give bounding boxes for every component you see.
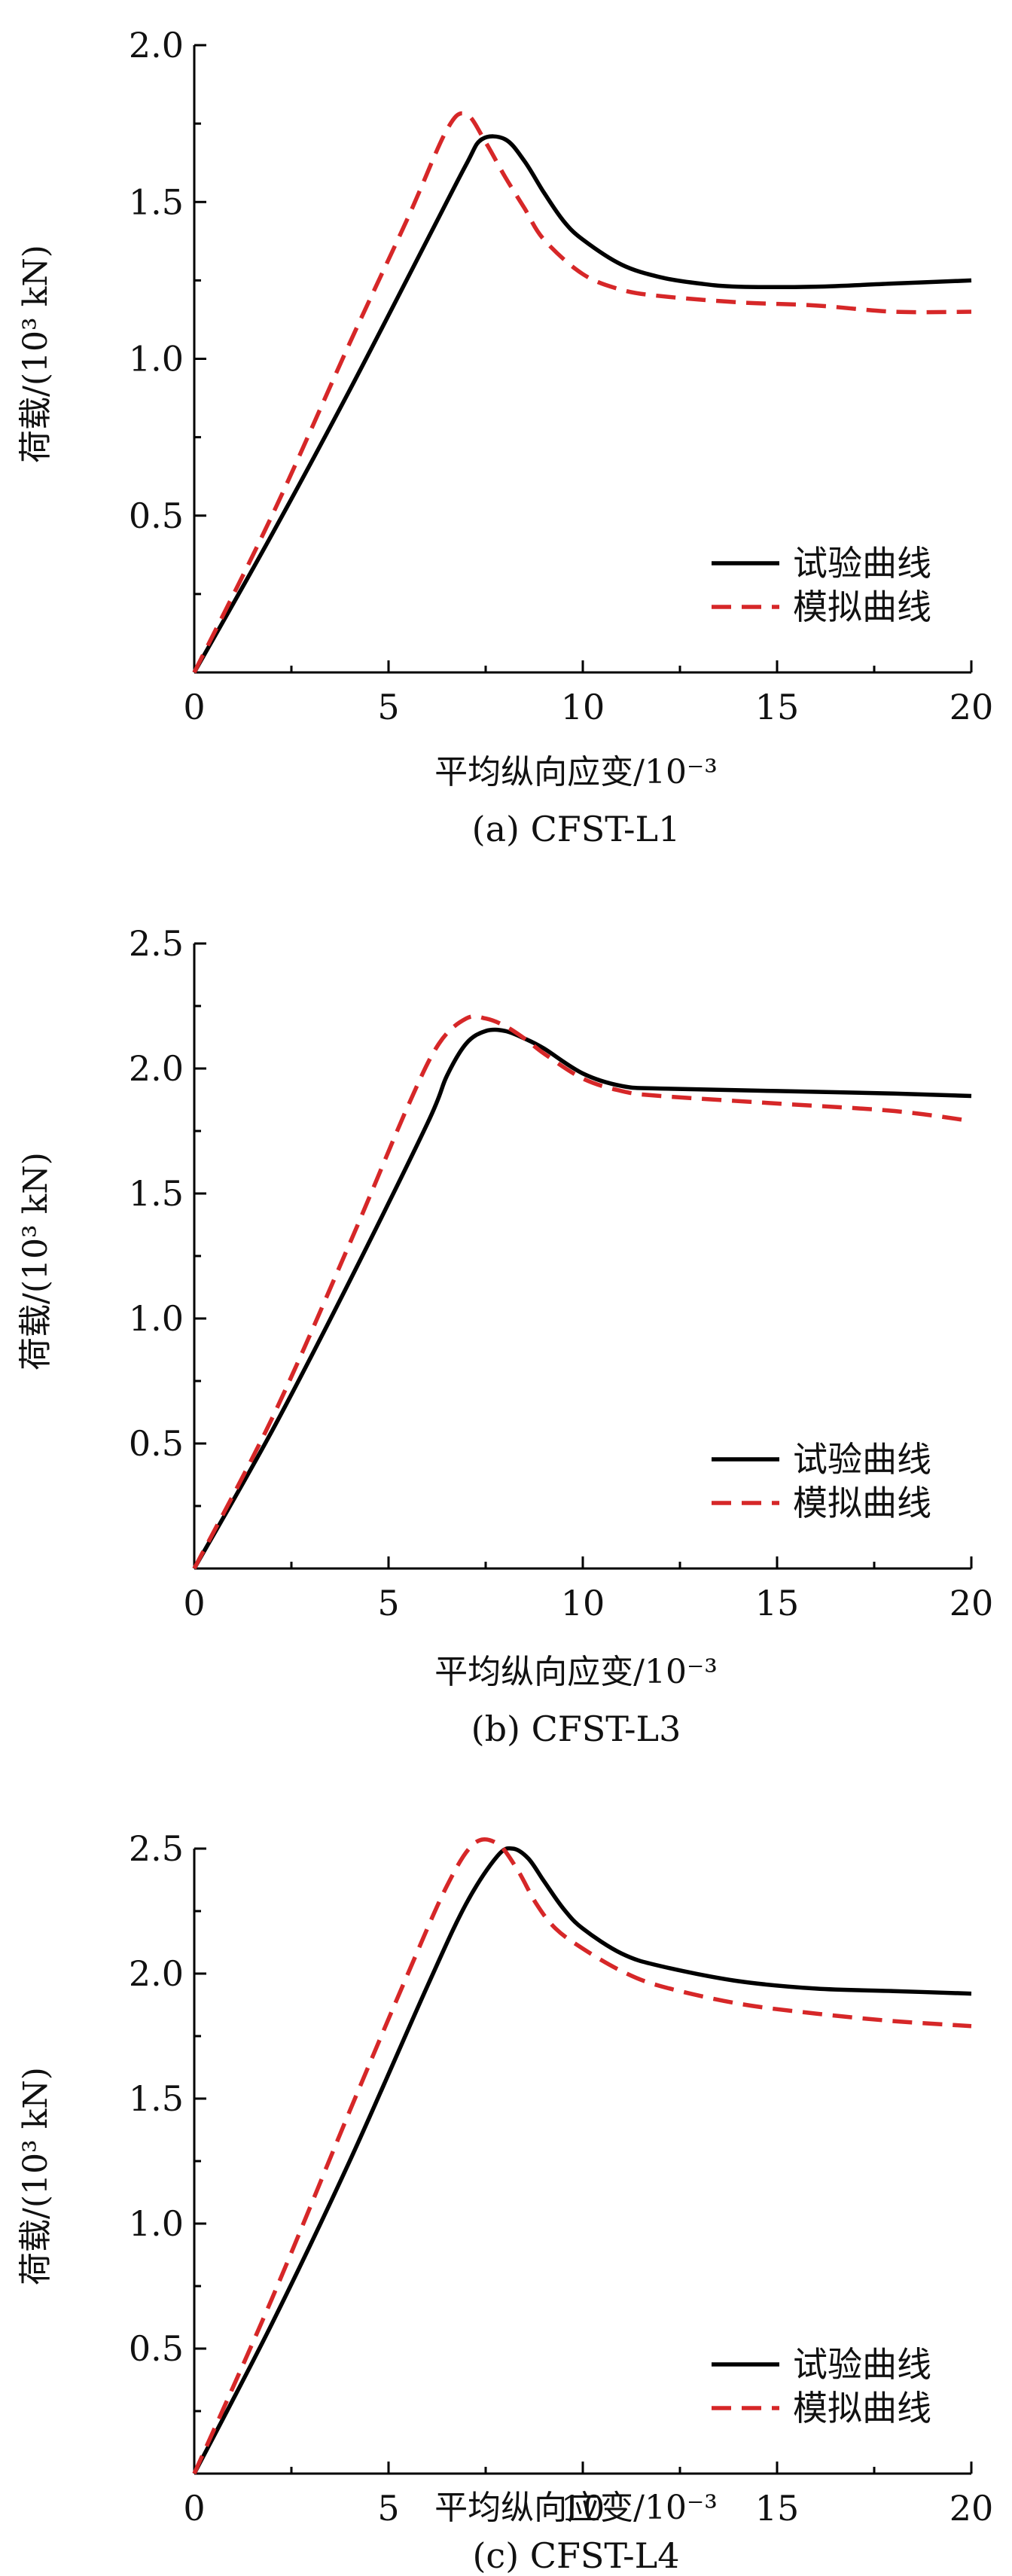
y-tick-label: 1.0 — [129, 339, 184, 380]
y-axis-title-c: 荷载/(10³ kN) — [17, 2067, 55, 2285]
y-tick-label: 1.0 — [129, 1298, 184, 1339]
x-tick-label: 15 — [755, 687, 800, 727]
x-tick-label: 0 — [183, 1583, 205, 1623]
legend-label: 模拟曲线 — [793, 587, 931, 627]
y-tick-label: 2.0 — [129, 25, 184, 66]
x-tick-label: 20 — [950, 1583, 994, 1623]
x-tick-label: 10 — [561, 687, 605, 727]
x-tick-label: 5 — [377, 2488, 399, 2529]
legend-label: 试验曲线 — [793, 1439, 931, 1480]
series-line-test — [192, 1846, 972, 2475]
y-tick-label: 2.5 — [129, 923, 184, 964]
caption-c: (c) CFST-L4 — [472, 2535, 679, 2576]
series-line-test — [192, 134, 972, 674]
legend-label: 模拟曲线 — [793, 1483, 931, 1523]
legend-label: 模拟曲线 — [793, 2388, 931, 2428]
legend-label: 试验曲线 — [793, 2344, 931, 2385]
x-tick-label: 15 — [755, 1583, 800, 1623]
x-tick-label: 5 — [377, 687, 399, 727]
series-line-test — [192, 1027, 972, 1570]
y-tick-label: 1.0 — [129, 2203, 184, 2244]
y-tick-label: 1.5 — [129, 1173, 184, 1214]
y-tick-label: 1.5 — [129, 181, 184, 222]
y-tick-label: 0.5 — [129, 1423, 184, 1464]
x-tick-label: 20 — [950, 2488, 994, 2529]
y-tick-label: 2.0 — [129, 1953, 184, 1994]
x-tick-label: 15 — [755, 2488, 800, 2529]
caption-b: (b) CFST-L3 — [471, 1709, 681, 1749]
y-tick-label: 2.5 — [129, 1828, 184, 1869]
x-tick-label: 0 — [183, 687, 205, 727]
x-axis-title-c: 平均纵向应变/10⁻³ — [434, 2489, 718, 2527]
x-tick-label: 10 — [561, 1583, 605, 1623]
y-tick-label: 0.5 — [129, 495, 184, 536]
x-axis-title-a: 平均纵向应变/10⁻³ — [434, 753, 718, 791]
legend-label: 试验曲线 — [793, 543, 931, 584]
y-axis-title-b: 荷载/(10³ kN) — [17, 1152, 55, 1370]
y-tick-label: 1.5 — [129, 2078, 184, 2119]
y-tick-label: 0.5 — [129, 2328, 184, 2369]
y-axis-title-a: 荷载/(10³ kN) — [17, 245, 55, 463]
series-line-simulation — [192, 111, 972, 674]
x-tick-label: 10 — [561, 2488, 605, 2529]
y-tick-label: 2.0 — [129, 1048, 184, 1089]
x-tick-label: 5 — [377, 1583, 399, 1623]
x-axis-title-b: 平均纵向应变/10⁻³ — [434, 1653, 718, 1691]
x-tick-label: 0 — [183, 2488, 205, 2529]
x-tick-label: 20 — [950, 687, 994, 727]
caption-a: (a) CFST-L1 — [472, 809, 681, 849]
series-line-simulation — [192, 1837, 972, 2475]
